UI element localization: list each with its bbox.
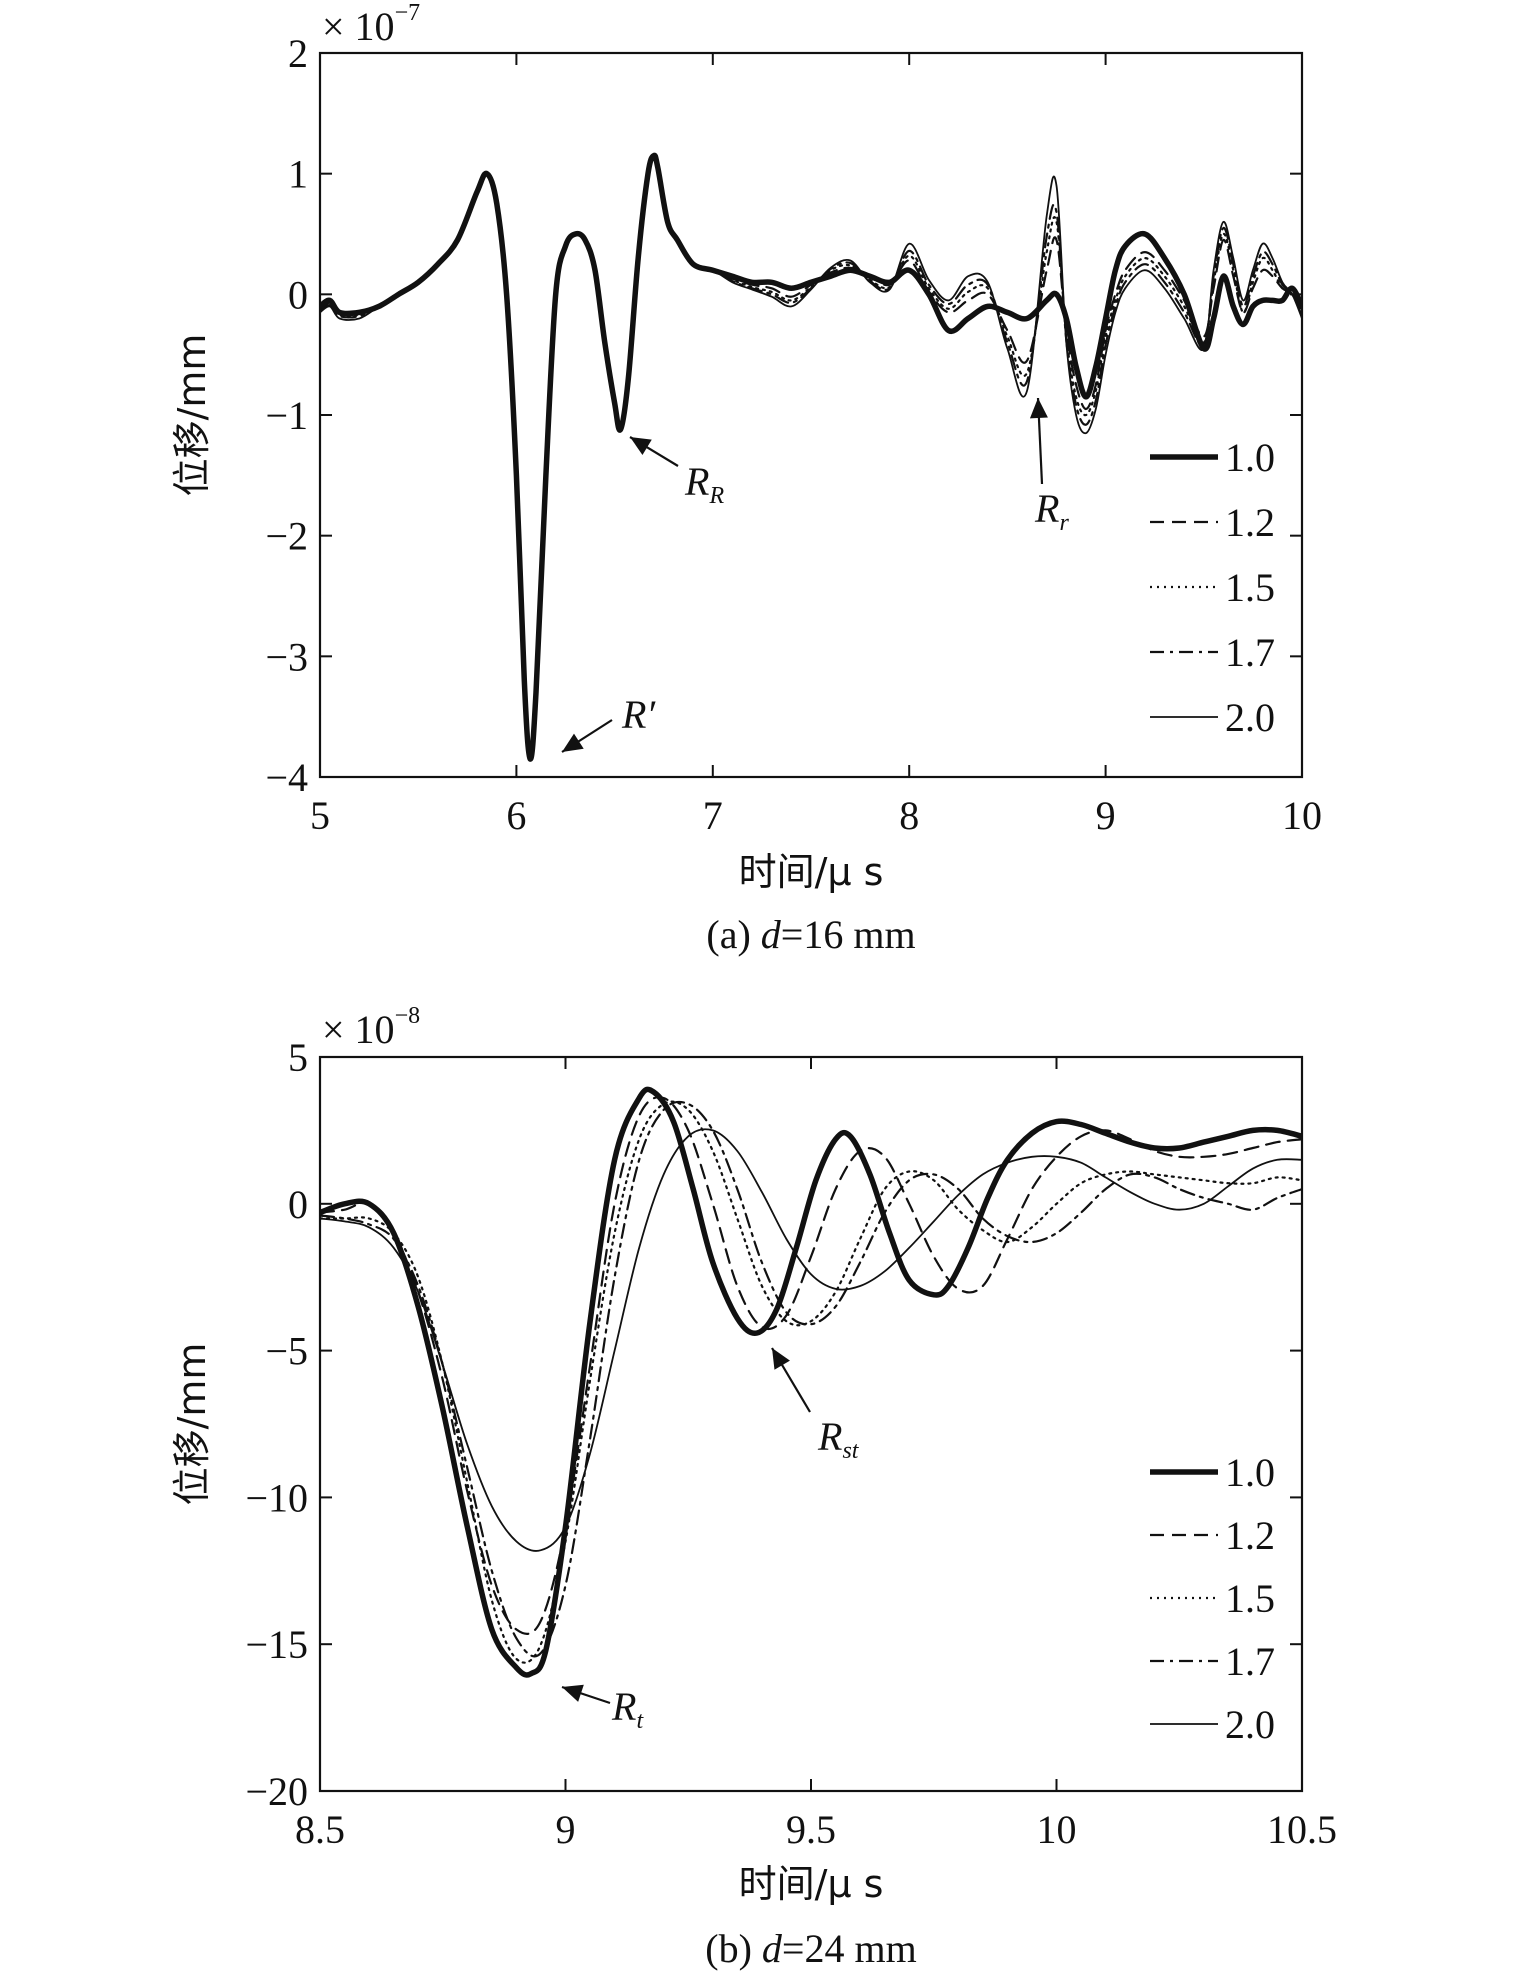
x-tick-label: 9 [1096, 793, 1116, 838]
legend-label: 1.0 [1225, 435, 1275, 480]
y-multiplier: × 10−8 [322, 1003, 420, 1052]
annotation-label: Rt [611, 1684, 644, 1734]
x-tick-label: 9 [556, 1807, 576, 1852]
x-tick-label: 8.5 [295, 1807, 345, 1852]
y-tick-label: −4 [265, 755, 308, 800]
annotation-arrowhead [630, 437, 652, 456]
legend-label: 1.5 [1225, 565, 1275, 610]
y-multiplier-exp: −7 [395, 0, 421, 26]
y-tick-label: −2 [265, 514, 308, 559]
series-group [320, 1086, 1302, 1678]
legend-label: 1.2 [1225, 1513, 1275, 1558]
y-tick-label: −10 [245, 1475, 308, 1520]
y-tick-label: 2 [288, 31, 308, 76]
legend-label: 2.0 [1225, 1702, 1275, 1747]
series-line-1-7 [320, 1100, 1302, 1658]
series-line-1-5 [320, 1100, 1302, 1664]
annotation-arrowhead [1029, 398, 1048, 419]
y-multiplier: × 10−7 [322, 0, 420, 49]
chart-b: 8.5 9 9.5 10 10.5 5 0 −5 −10 −15 −20 × 10−8 时间/μ s 位移… [170, 1003, 1337, 1971]
x-tick-label: 6 [506, 793, 526, 838]
y-tick-label: 5 [288, 1035, 308, 1080]
y-tick-label: −1 [265, 393, 308, 438]
x-tick-label: 10 [1037, 1807, 1077, 1852]
y-tick-label: −5 [265, 1329, 308, 1374]
x-tick-label: 5 [310, 793, 330, 838]
y-multiplier-base: × 10 [322, 1007, 395, 1052]
legend-label: 1.0 [1225, 1450, 1275, 1495]
chart-caption: (a) d=16 mm [706, 912, 915, 957]
series-line-1-7 [320, 154, 1302, 761]
x-axis-label: 时间/μ s [739, 1862, 884, 1906]
y-multiplier-exp: −8 [395, 1003, 421, 1029]
legend-label: 1.7 [1225, 1639, 1275, 1684]
annotation-label: RR [684, 459, 724, 509]
y-tick-label: 0 [288, 272, 308, 317]
x-tick-label: 10.5 [1267, 1807, 1337, 1852]
annotation-label: Rst [817, 1414, 860, 1464]
y-multiplier-base: × 10 [322, 4, 395, 49]
x-axis-label: 时间/μ s [739, 850, 884, 894]
x-tick-label: 7 [703, 793, 723, 838]
legend-label: 2.0 [1225, 695, 1275, 740]
series-line-1-0 [320, 152, 1302, 762]
chart-caption: (b) d=24 mm [705, 1926, 916, 1971]
y-tick-label: −15 [245, 1622, 308, 1667]
x-tick-label: 9.5 [786, 1807, 836, 1852]
series-line-1-2 [320, 1096, 1302, 1635]
legend-label: 1.2 [1225, 500, 1275, 545]
series-line-1-0 [320, 1086, 1302, 1678]
plot-frame [318, 1055, 1304, 1793]
x-tick-label: 10 [1282, 793, 1322, 838]
legend-label: 1.5 [1225, 1576, 1275, 1621]
x-tick-label: 8 [899, 793, 919, 838]
y-tick-label: 1 [288, 152, 308, 197]
plot-frame [318, 51, 1304, 779]
annotation-arrowhead [562, 733, 584, 752]
legend-label: 1.7 [1225, 630, 1275, 675]
series-group [320, 152, 1302, 762]
annotation-arrowhead [562, 1684, 584, 1702]
annotation-label: R′ [621, 692, 656, 737]
annotation-arrowhead [772, 1348, 790, 1370]
y-tick-label: −20 [245, 1769, 308, 1814]
annotation-label: Rr [1034, 486, 1069, 536]
y-axis-label: 位移/mm [170, 1343, 214, 1506]
y-axis-label: 位移/mm [170, 334, 214, 497]
y-tick-label: −3 [265, 634, 308, 679]
y-tick-label: 0 [288, 1182, 308, 1227]
